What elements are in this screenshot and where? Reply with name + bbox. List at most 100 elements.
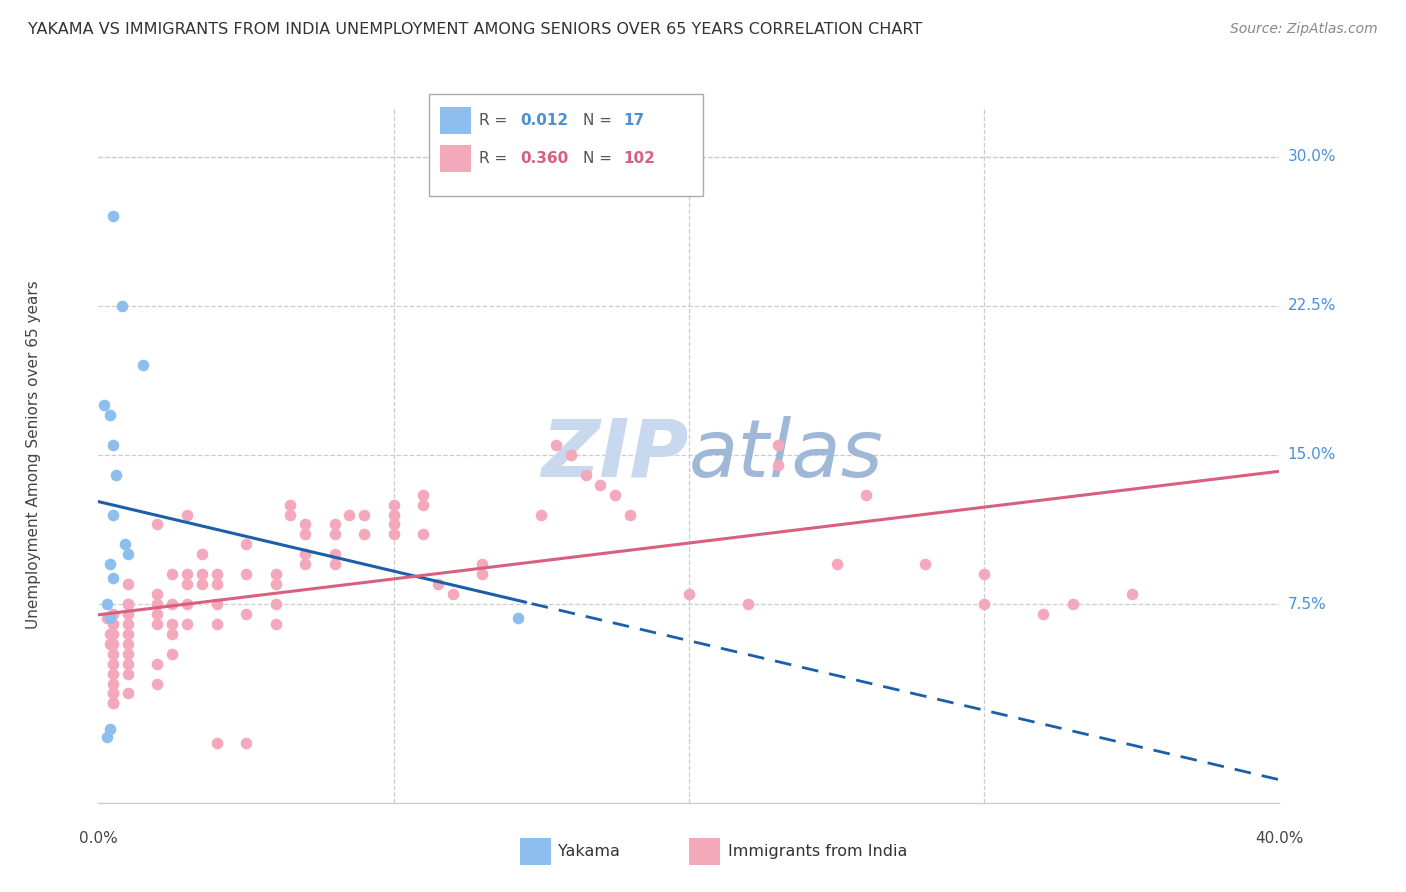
Point bbox=[103, 571, 125, 585]
Point bbox=[825, 558, 848, 572]
Point bbox=[103, 686, 125, 700]
Point bbox=[382, 527, 405, 541]
Point bbox=[264, 567, 287, 582]
Point bbox=[278, 508, 302, 522]
Point bbox=[1062, 597, 1084, 611]
Point bbox=[117, 627, 139, 641]
Point bbox=[146, 657, 169, 671]
Point bbox=[98, 723, 121, 737]
Point bbox=[678, 587, 700, 601]
Point bbox=[96, 597, 118, 611]
Point bbox=[323, 527, 346, 541]
Point bbox=[105, 467, 128, 482]
Point bbox=[205, 597, 228, 611]
Point bbox=[98, 611, 121, 625]
Point bbox=[264, 616, 287, 631]
Point bbox=[382, 508, 405, 522]
Point bbox=[191, 567, 214, 582]
Point bbox=[323, 547, 346, 561]
Text: N =: N = bbox=[583, 152, 613, 166]
Text: Yakama: Yakama bbox=[558, 845, 620, 859]
Point bbox=[353, 527, 375, 541]
Text: 22.5%: 22.5% bbox=[1288, 298, 1336, 313]
Point bbox=[506, 611, 529, 625]
Point bbox=[117, 666, 139, 681]
Point bbox=[1032, 607, 1054, 621]
Point bbox=[103, 647, 125, 661]
Point bbox=[117, 637, 139, 651]
Point bbox=[103, 697, 125, 711]
Text: 0.012: 0.012 bbox=[520, 113, 568, 128]
Point bbox=[235, 736, 257, 750]
Point bbox=[103, 508, 125, 522]
Text: 0.0%: 0.0% bbox=[79, 830, 118, 846]
Point bbox=[323, 517, 346, 532]
Point bbox=[323, 558, 346, 572]
Point bbox=[98, 637, 121, 651]
Point bbox=[1121, 587, 1143, 601]
Point bbox=[176, 597, 198, 611]
Point bbox=[117, 657, 139, 671]
Text: 0.360: 0.360 bbox=[520, 152, 568, 166]
Point bbox=[117, 597, 139, 611]
Point bbox=[111, 299, 134, 313]
Point bbox=[162, 597, 183, 611]
Point bbox=[114, 537, 136, 551]
Point bbox=[382, 517, 405, 532]
Point bbox=[914, 558, 936, 572]
Point bbox=[855, 488, 877, 502]
Point bbox=[162, 567, 183, 582]
Point bbox=[162, 627, 183, 641]
Point bbox=[471, 558, 494, 572]
Point bbox=[146, 616, 169, 631]
Point bbox=[737, 597, 759, 611]
Point bbox=[146, 517, 169, 532]
Point bbox=[103, 616, 125, 631]
Text: ZIP: ZIP bbox=[541, 416, 689, 494]
Point bbox=[766, 438, 789, 452]
Point bbox=[530, 508, 553, 522]
Point bbox=[294, 558, 316, 572]
Text: Immigrants from India: Immigrants from India bbox=[728, 845, 908, 859]
Point bbox=[235, 537, 257, 551]
Point bbox=[412, 527, 434, 541]
Text: Source: ZipAtlas.com: Source: ZipAtlas.com bbox=[1230, 22, 1378, 37]
Point bbox=[117, 597, 139, 611]
Point bbox=[103, 210, 125, 224]
Point bbox=[96, 611, 118, 625]
Point bbox=[98, 627, 121, 641]
Text: 7.5%: 7.5% bbox=[1288, 597, 1326, 612]
Point bbox=[117, 547, 139, 561]
Point bbox=[103, 438, 125, 452]
Point bbox=[132, 359, 155, 373]
Point bbox=[412, 488, 434, 502]
Text: R =: R = bbox=[479, 113, 508, 128]
Point bbox=[973, 567, 995, 582]
Text: R =: R = bbox=[479, 152, 508, 166]
Point bbox=[766, 458, 789, 472]
Point bbox=[427, 577, 450, 591]
Point bbox=[117, 647, 139, 661]
Point bbox=[544, 438, 567, 452]
Point bbox=[103, 676, 125, 690]
Point bbox=[589, 477, 612, 491]
Point bbox=[176, 508, 198, 522]
Point bbox=[441, 587, 464, 601]
Point bbox=[205, 616, 228, 631]
Point bbox=[294, 527, 316, 541]
Point bbox=[574, 467, 596, 482]
Point bbox=[205, 567, 228, 582]
Point bbox=[146, 597, 169, 611]
Point bbox=[471, 567, 494, 582]
Point bbox=[264, 577, 287, 591]
Text: 15.0%: 15.0% bbox=[1288, 448, 1336, 462]
Text: atlas: atlas bbox=[689, 416, 884, 494]
Point bbox=[103, 627, 125, 641]
Point bbox=[117, 607, 139, 621]
Point bbox=[382, 498, 405, 512]
Point bbox=[412, 498, 434, 512]
Point bbox=[117, 686, 139, 700]
Point bbox=[191, 547, 214, 561]
Point bbox=[117, 577, 139, 591]
Point bbox=[176, 567, 198, 582]
